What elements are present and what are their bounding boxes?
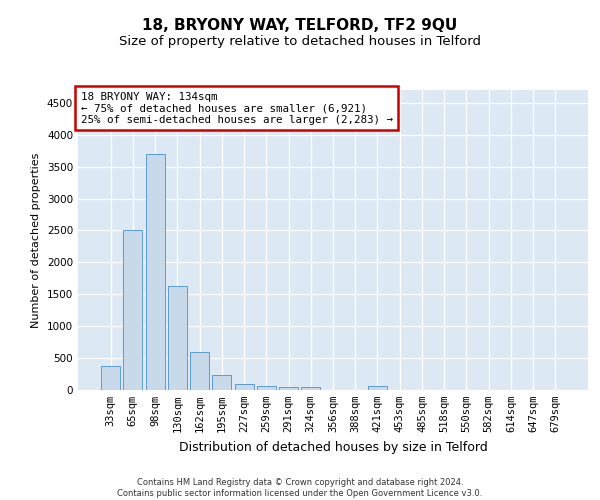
Bar [257, 386, 276, 390]
Text: 18, BRYONY WAY, TELFORD, TF2 9QU: 18, BRYONY WAY, TELFORD, TF2 9QU [142, 18, 458, 32]
X-axis label: Distribution of detached houses by size in Telford: Distribution of detached houses by size … [179, 440, 487, 454]
Text: 18 BRYONY WAY: 134sqm
← 75% of detached houses are smaller (6,921)
25% of semi-d: 18 BRYONY WAY: 134sqm ← 75% of detached … [80, 92, 392, 124]
Bar [301, 388, 320, 390]
Bar [124, 230, 142, 390]
Bar [190, 352, 209, 390]
Bar [101, 366, 120, 390]
Bar [368, 386, 387, 390]
Bar [146, 154, 164, 390]
Y-axis label: Number of detached properties: Number of detached properties [31, 152, 41, 328]
Bar [168, 286, 187, 390]
Text: Contains HM Land Registry data © Crown copyright and database right 2024.
Contai: Contains HM Land Registry data © Crown c… [118, 478, 482, 498]
Text: Size of property relative to detached houses in Telford: Size of property relative to detached ho… [119, 35, 481, 48]
Bar [279, 387, 298, 390]
Bar [212, 374, 231, 390]
Bar [235, 384, 254, 390]
